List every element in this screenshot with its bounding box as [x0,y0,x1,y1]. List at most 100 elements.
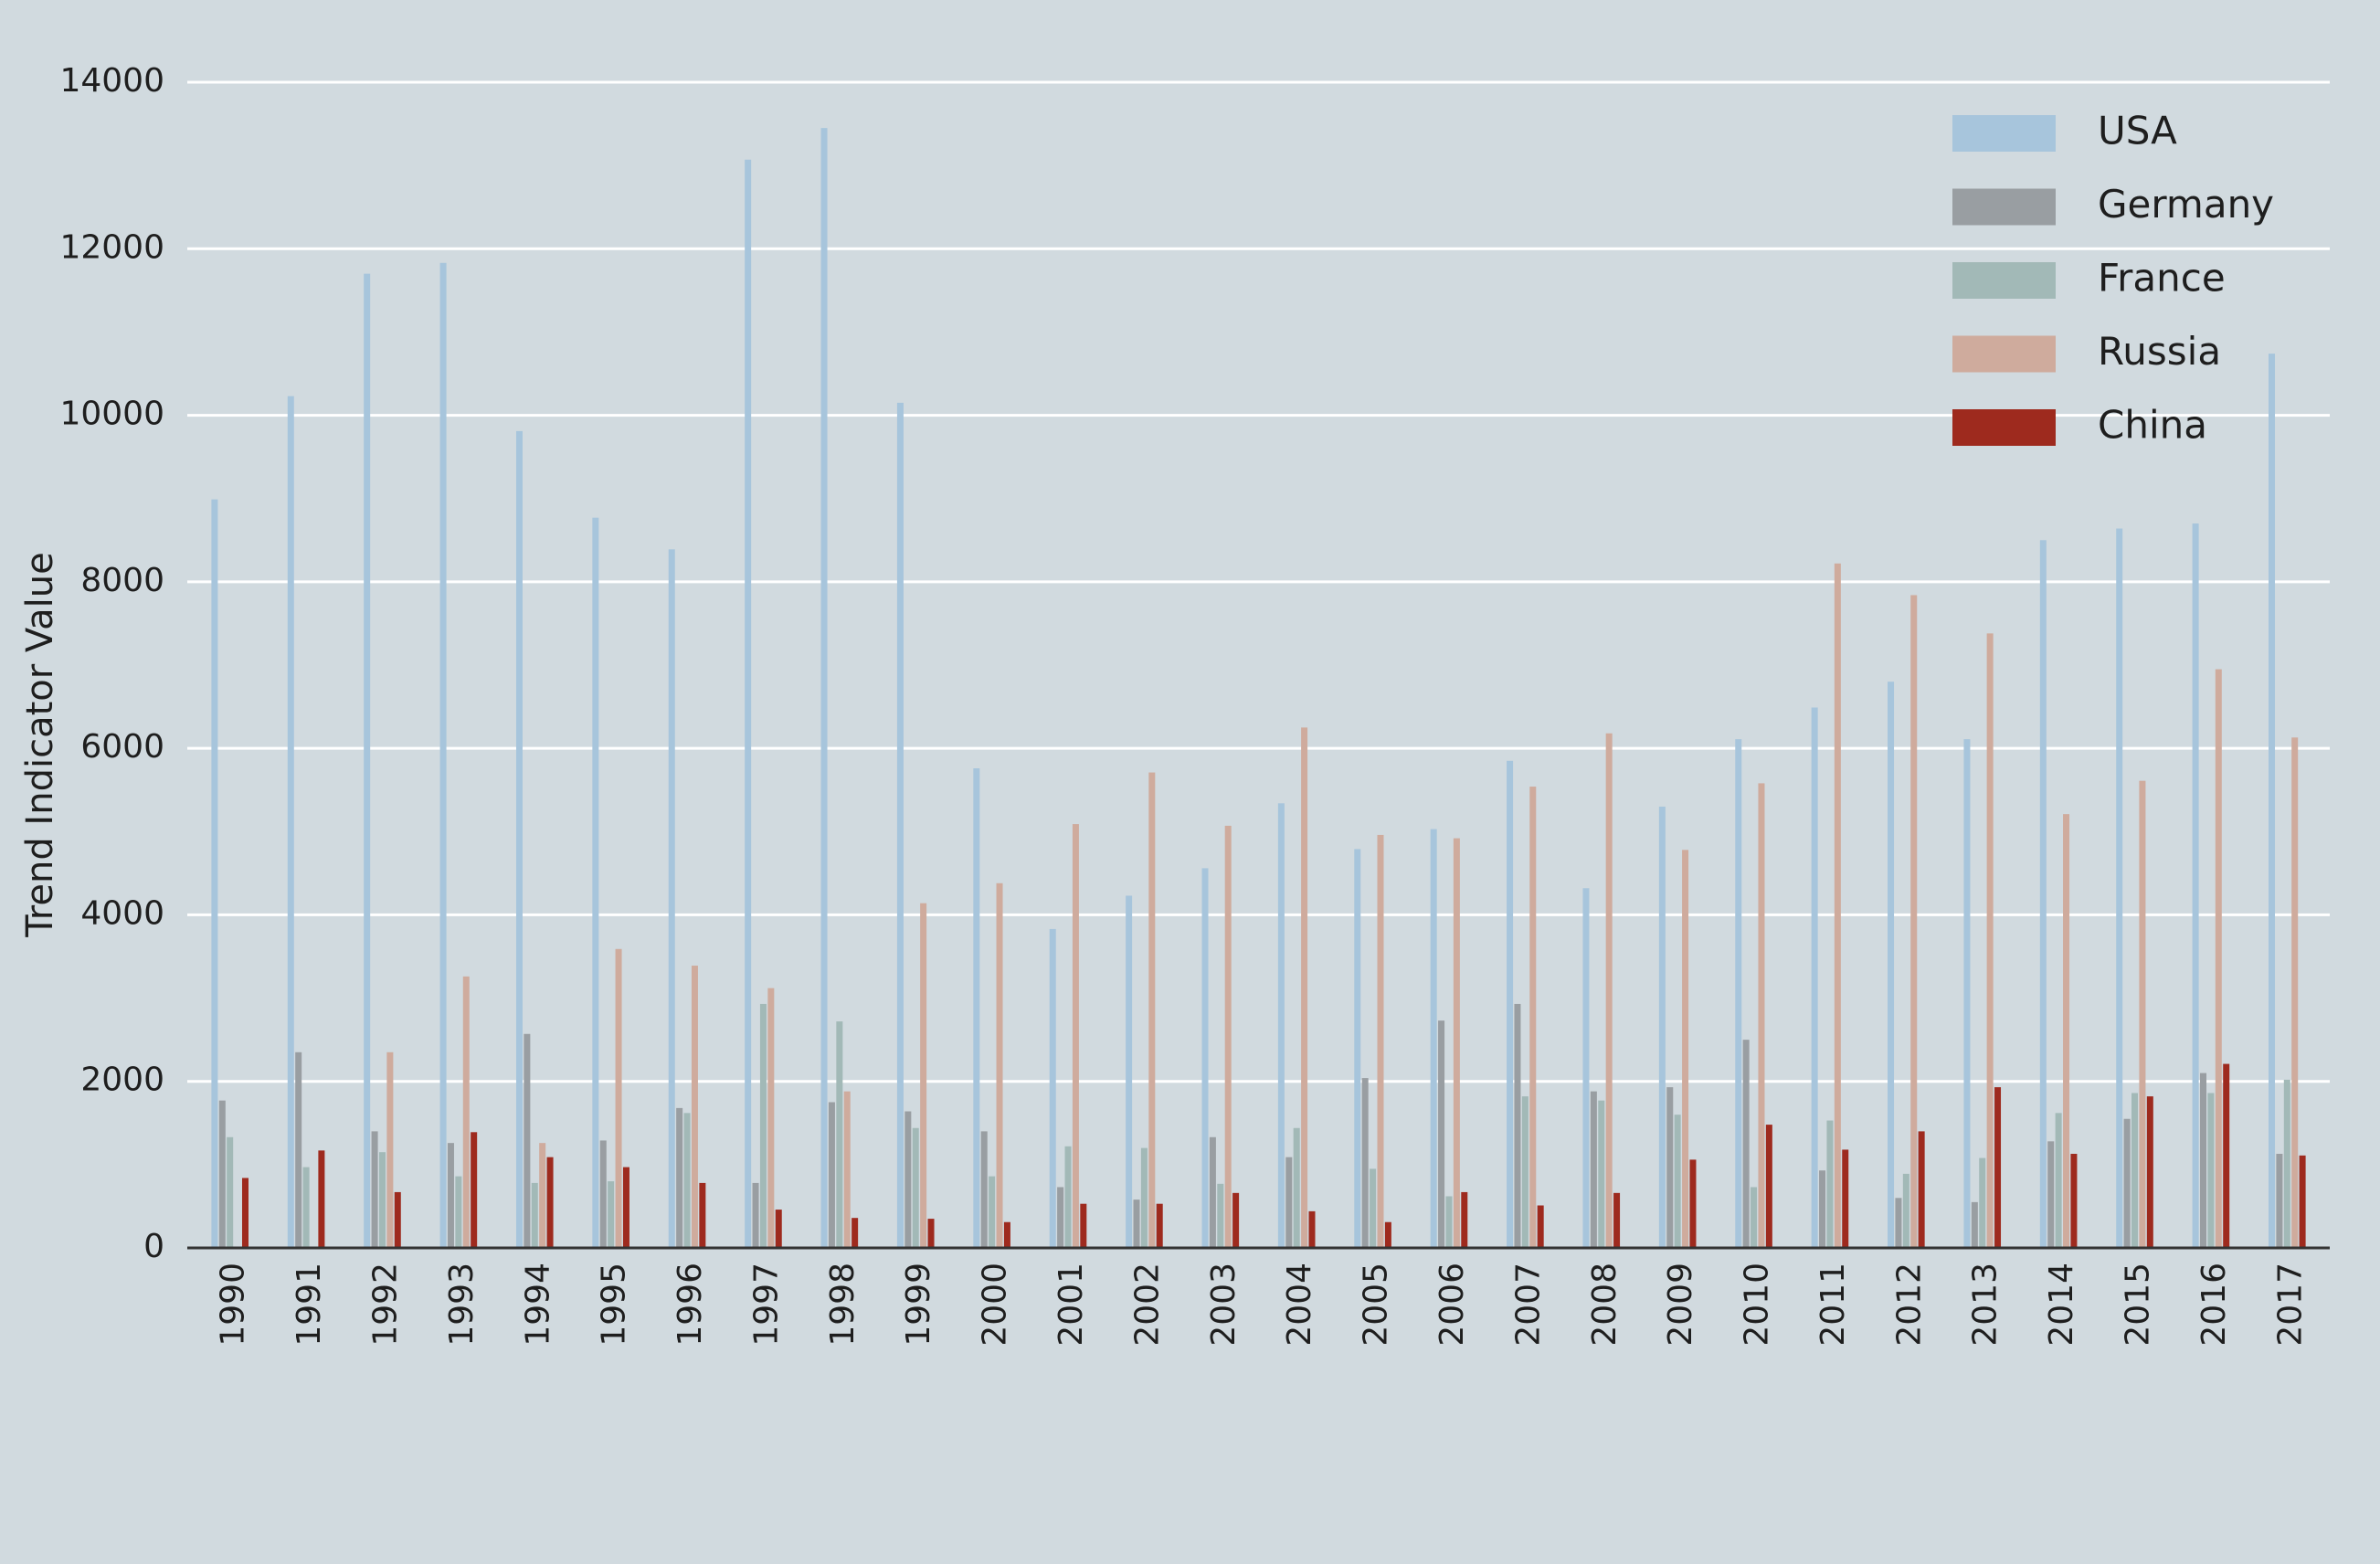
legend-label: USA [2098,109,2177,153]
bar [1910,595,1918,1248]
bar [455,1176,462,1248]
bar [471,1132,478,1248]
x-tick-label: 1998 [824,1263,862,1347]
bar [1834,563,1841,1248]
y-axis-title: Trend Indicator Value [19,552,61,938]
x-tick-label: 2000 [977,1263,1014,1347]
y-tick-label: 6000 [80,728,164,766]
bar [676,1107,683,1248]
y-tick-label: 4000 [80,894,164,932]
y-tick-label: 2000 [80,1062,164,1099]
bar [699,1182,706,1248]
bar [1529,787,1537,1248]
y-tick-label: 14000 [59,62,164,100]
x-tick-label: 2009 [1662,1263,1699,1347]
bar [447,1143,454,1248]
bar [1430,829,1437,1248]
bar [1461,1191,1468,1248]
bar [2070,1154,2078,1248]
y-tick-label: 8000 [80,562,164,599]
bar [1361,1078,1369,1248]
bar [1742,1040,1750,1248]
legend-label: Russia [2098,329,2221,374]
bar [1217,1183,1224,1248]
bar [1453,838,1460,1248]
legend-swatch [1952,115,2056,152]
bar [820,128,828,1249]
bar [218,1100,226,1248]
bar [1049,928,1056,1248]
bar [1590,1091,1597,1248]
bar [1963,739,1971,1248]
x-tick-label: 2003 [1205,1263,1243,1347]
bar [2116,528,2123,1248]
bar [1598,1100,1605,1248]
bar [1370,1168,1377,1248]
x-tick-label: 1999 [900,1263,937,1347]
bar [2131,1093,2139,1248]
bar [302,1167,310,1248]
bar [227,1136,234,1248]
bar [1811,707,1818,1248]
bar [608,1181,615,1248]
bar [1148,772,1156,1248]
bar [622,1167,629,1248]
bar [531,1182,538,1248]
x-tick-label: 2012 [1890,1263,1928,1347]
x-tick-label: 1990 [215,1263,252,1347]
bar [287,396,294,1248]
x-tick-label: 2004 [1281,1263,1318,1347]
bar [386,1051,394,1248]
bar [1133,1199,1140,1248]
bar [2047,1141,2055,1248]
bar [1126,895,1133,1248]
bar [1277,803,1285,1248]
x-tick-label: 1996 [672,1263,709,1347]
bar [2291,737,2299,1248]
bar [1308,1210,1316,1248]
bar [989,1176,996,1248]
bar [1895,1198,1902,1248]
bar [1735,739,1742,1248]
x-tick-label: 2006 [1433,1263,1471,1347]
bar [852,1218,859,1248]
bar [683,1113,691,1248]
x-tick-label: 2011 [1814,1263,1852,1347]
bar [1537,1205,1544,1248]
bar [524,1033,531,1248]
bar [927,1219,935,1248]
bar [1842,1149,1849,1248]
bar [1064,1146,1072,1248]
bar [1751,1187,1758,1248]
bar [1582,888,1590,1248]
bar [1201,868,1209,1248]
bar [539,1143,546,1248]
bar [2192,523,2199,1248]
bar [1971,1201,1978,1248]
bar [1072,824,1079,1248]
x-tick-label: 1992 [366,1263,404,1347]
x-tick-label: 2014 [2043,1263,2080,1347]
bar [1826,1120,1834,1248]
bar [843,1091,851,1248]
bar [1156,1203,1163,1248]
x-tick-label: 1991 [291,1263,328,1347]
bar [439,262,447,1248]
bar [2215,669,2222,1248]
bar [1293,1127,1300,1248]
bar [1765,1125,1772,1248]
bar [1224,825,1232,1248]
bar [2283,1079,2290,1248]
bar [996,882,1003,1248]
x-tick-label: 2017 [2271,1263,2309,1347]
bar [2139,780,2146,1248]
bar [371,1131,378,1248]
bar [2223,1063,2230,1248]
bar [241,1178,249,1248]
bar [1888,682,1895,1248]
bar [364,273,371,1249]
bar [980,1131,988,1248]
x-tick-label: 2015 [2120,1263,2157,1347]
